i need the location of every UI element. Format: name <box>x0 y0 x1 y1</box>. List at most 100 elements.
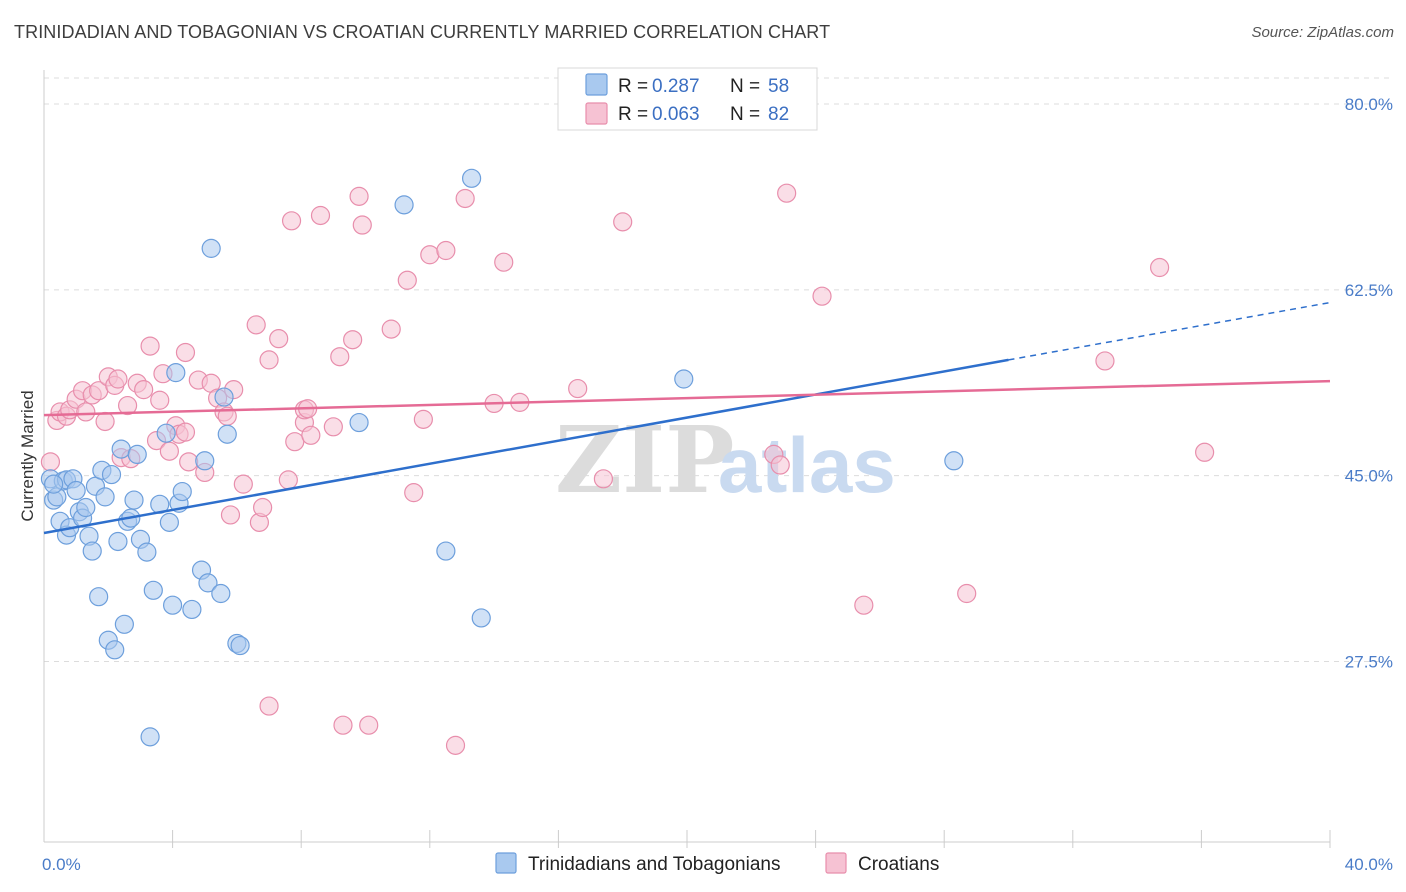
croatians-point-39 <box>259 350 279 370</box>
croatians-point-26 <box>179 452 199 472</box>
y-axis-title: Currently Married <box>18 390 37 521</box>
x-tick-label-0: 0.0% <box>42 855 81 874</box>
croatians-point-79 <box>175 422 196 442</box>
legend-r-label-1: R = <box>618 104 648 125</box>
croatians-point-77 <box>1195 442 1215 462</box>
croatians-point-22 <box>159 441 179 461</box>
croatians-point-62 <box>455 188 475 209</box>
trinidadians-point-28 <box>127 444 147 465</box>
croatians-point-76 <box>1150 257 1170 278</box>
watermark: ZIP atlas <box>555 406 896 514</box>
croatians-point-46 <box>301 425 321 445</box>
trinidadians-point-51 <box>394 195 414 215</box>
legend-n-label-1: N = <box>730 104 760 125</box>
x-tick-label-1: 40.0% <box>1345 855 1393 874</box>
croatians-point-42 <box>281 211 302 231</box>
legend-r-value-0: 0.287 <box>652 76 700 97</box>
croatians-point-80 <box>108 369 128 389</box>
trinidadians-point-24 <box>114 614 134 634</box>
croatians-point-60 <box>436 240 456 261</box>
trend-lines <box>43 301 1331 535</box>
trinidadians-point-50 <box>349 412 369 433</box>
croatians-point-61 <box>445 735 466 755</box>
watermark-atlas: atlas <box>718 421 896 509</box>
croatians-point-14 <box>117 395 138 416</box>
croatians-point-66 <box>568 378 588 399</box>
croatians-point-75 <box>1095 351 1115 371</box>
y-tick-label-1: 45.0% <box>1345 467 1393 486</box>
croatians-point-49 <box>330 347 350 367</box>
trinidadians-point-27 <box>124 490 144 510</box>
croatians-point-43 <box>285 432 305 452</box>
trinidadians-point-44 <box>201 238 221 258</box>
croatians-point-56 <box>397 270 417 290</box>
croatians-point-72 <box>812 286 832 306</box>
source-credit: Source: ZipAtlas.com <box>1251 24 1394 41</box>
series-legend-label-blue: Trinidadians and Tobagonians <box>528 854 780 875</box>
legend-swatch-pink <box>585 102 608 125</box>
grid-lines <box>44 77 1392 662</box>
croatians-point-7 <box>76 402 96 422</box>
legend-n-label-0: N = <box>730 76 760 97</box>
croatians-point-41 <box>278 470 298 490</box>
series-legend-swatch-pink <box>825 852 847 874</box>
trinidadians-point-42 <box>195 451 215 471</box>
croatians-point-53 <box>352 215 372 235</box>
trinidadians-point-47 <box>217 424 237 444</box>
croatians-point-38 <box>253 497 273 518</box>
trinidadians-point-16 <box>89 587 109 607</box>
watermark-zip: ZIP <box>555 406 734 514</box>
croatians-point-17 <box>134 380 154 400</box>
trinidadians-point-39 <box>172 481 192 502</box>
y-tick-label-2: 62.5% <box>1345 281 1393 300</box>
trinidadians-point-35 <box>159 512 179 532</box>
trinidadians-trend-line <box>43 358 1009 535</box>
croatians-point-57 <box>404 483 424 503</box>
croatians-point-54 <box>359 715 379 735</box>
trinidadians-point-22 <box>108 531 128 552</box>
trinidadians-point-20 <box>101 464 122 485</box>
croatians-point-47 <box>310 205 331 226</box>
croatians-point-71 <box>777 183 797 203</box>
croatians-point-40 <box>269 329 289 349</box>
croatians-point-33 <box>220 505 241 525</box>
trinidadians-point-32 <box>143 580 163 600</box>
trinidadians-point-46 <box>214 387 234 407</box>
trinidadians-point-36 <box>163 595 183 615</box>
trinidadians-point-9 <box>66 480 86 501</box>
legend-n-value-1: 82 <box>768 104 789 125</box>
trinidadians-point-45 <box>211 583 231 604</box>
trinidadians-point-57 <box>44 474 64 494</box>
legend-r-label-0: R = <box>618 76 648 97</box>
trinidadians-point-55 <box>674 369 694 389</box>
croatians-point-68 <box>613 212 633 232</box>
y-tick-label-0: 27.5% <box>1345 652 1393 671</box>
trinidadians-point-43 <box>198 573 218 593</box>
croatians-points <box>40 183 1215 755</box>
series-legend-label-pink: Croatians <box>858 854 939 875</box>
trinidadians-trend-extension <box>1008 301 1331 361</box>
croatians-point-50 <box>333 715 353 735</box>
croatians-point-35 <box>233 474 253 494</box>
legend-r-value-1: 0.063 <box>652 104 700 125</box>
croatians-point-64 <box>494 252 514 272</box>
croatians-point-70 <box>770 455 790 475</box>
legend: R = 0.287 N = 58 R = 0.063 N = 82 <box>557 67 818 131</box>
legend-swatch-blue <box>585 73 608 96</box>
croatians-point-78 <box>259 696 279 716</box>
trinidadians-point-52 <box>436 541 456 561</box>
y-tick-label-3: 80.0% <box>1345 95 1393 114</box>
croatians-point-18 <box>140 336 160 356</box>
trinidadians-point-56 <box>944 451 964 471</box>
croatians-point-59 <box>420 245 440 265</box>
croatians-point-73 <box>854 595 874 615</box>
trinidadians-point-23 <box>111 439 131 459</box>
croatians-trend-line <box>43 379 1331 417</box>
legend-n-value-0: 58 <box>768 76 789 97</box>
trinidadians-point-53 <box>461 168 482 188</box>
series-legend: Trinidadians and Tobagonians Croatians <box>495 852 939 875</box>
croatians-point-58 <box>413 409 433 429</box>
croatians-point-0 <box>40 452 61 472</box>
croatians-point-10 <box>95 411 115 432</box>
